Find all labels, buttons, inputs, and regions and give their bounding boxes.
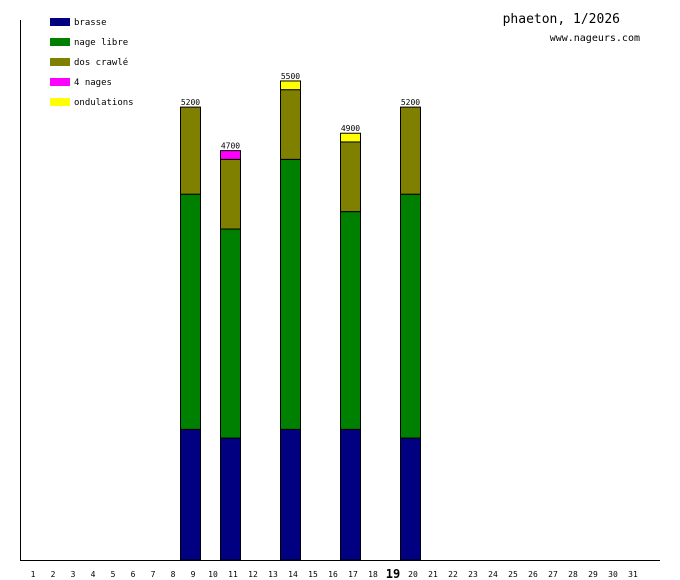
x-tick-label: 2 bbox=[51, 570, 56, 579]
x-tick-label: 13 bbox=[268, 570, 278, 579]
x-tick-label: 1 bbox=[31, 570, 36, 579]
legend: brasse nage libre dos crawlé 4 nages ondulat… bbox=[50, 18, 134, 108]
bar-segment bbox=[180, 106, 201, 195]
bar-segment bbox=[340, 428, 361, 561]
x-tick-label: 12 bbox=[248, 570, 258, 579]
x-tick-label: 30 bbox=[608, 570, 618, 579]
x-tick-label: 7 bbox=[151, 570, 156, 579]
bar-segment bbox=[340, 211, 361, 430]
total-label: 5200 bbox=[401, 98, 420, 107]
legend-label: ondulations bbox=[74, 98, 134, 108]
bar-segment bbox=[180, 193, 201, 430]
total-label: 4700 bbox=[221, 142, 240, 151]
x-tick-label: 20 bbox=[408, 570, 418, 579]
bar-segment bbox=[220, 228, 241, 439]
bar-segment bbox=[280, 80, 301, 91]
x-tick-label: 17 bbox=[348, 570, 358, 579]
legend-entry: dos crawlé bbox=[50, 57, 128, 68]
bar-segment bbox=[220, 437, 241, 561]
x-tick-label: 25 bbox=[508, 570, 518, 579]
total-labels: 5200 4700 5500 4900 5200 bbox=[181, 72, 420, 151]
x-tick-label: 15 bbox=[308, 570, 318, 579]
bar-segment bbox=[180, 428, 201, 561]
x-tick-label: 21 bbox=[428, 570, 438, 579]
x-tick-label: 31 bbox=[628, 570, 638, 579]
x-tick-label: 28 bbox=[568, 570, 578, 579]
legend-entry: ondulations bbox=[50, 98, 134, 108]
bar-segment bbox=[280, 89, 301, 160]
chart-title: phaeton, 1/2026 bbox=[503, 12, 620, 27]
x-tick-label: 8 bbox=[171, 570, 176, 579]
total-label: 5500 bbox=[281, 72, 300, 81]
legend-swatch bbox=[50, 78, 70, 86]
x-tick-label: 23 bbox=[468, 570, 478, 579]
legend-swatch bbox=[50, 98, 70, 106]
legend-label: dos crawlé bbox=[74, 57, 128, 68]
bar-segment bbox=[220, 150, 241, 160]
legend-entry: nage libre bbox=[50, 38, 128, 48]
legend-label: 4 nages bbox=[74, 78, 112, 88]
legend-swatch bbox=[50, 18, 70, 26]
legend-swatch bbox=[50, 38, 70, 46]
bar-segment bbox=[280, 428, 301, 561]
bar-segment bbox=[340, 141, 361, 213]
x-tick-label: 5 bbox=[111, 570, 116, 579]
x-tick-label: 9 bbox=[191, 570, 196, 579]
x-tick-label: 18 bbox=[368, 570, 378, 579]
x-tick-label: 4 bbox=[91, 570, 96, 579]
total-label: 4900 bbox=[341, 124, 360, 133]
x-tick-label: 10 bbox=[208, 570, 218, 579]
bar-segment bbox=[400, 437, 421, 561]
legend-entry: 4 nages bbox=[50, 78, 112, 88]
legend-label: nage libre bbox=[74, 38, 128, 48]
legend-swatch bbox=[50, 58, 70, 66]
x-tick-labels: 1 2 3 4 5 6 7 8 9 10 11 12 13 14 15 16 17 18 19 20 21 22 23 24 2… bbox=[31, 567, 638, 580]
legend-entry: brasse bbox=[50, 18, 107, 28]
x-tick-label: 6 bbox=[131, 570, 136, 579]
bar-segment bbox=[400, 193, 421, 439]
x-tick-label: 3 bbox=[71, 570, 76, 579]
total-label: 5200 bbox=[181, 98, 200, 107]
x-tick-label: 19 bbox=[386, 567, 400, 580]
x-tick-label: 16 bbox=[328, 570, 338, 579]
x-tick-label: 26 bbox=[528, 570, 538, 579]
bar-segment bbox=[280, 158, 301, 430]
x-tick-label: 11 bbox=[228, 570, 238, 579]
x-tick-label: 24 bbox=[488, 570, 498, 579]
x-tick-label: 22 bbox=[448, 570, 458, 579]
bars bbox=[180, 80, 421, 561]
bar-segment bbox=[220, 158, 241, 230]
x-tick-label: 14 bbox=[288, 570, 298, 579]
x-tick-label: 27 bbox=[548, 570, 558, 579]
legend-label: brasse bbox=[74, 18, 107, 28]
bar-segment bbox=[400, 106, 421, 195]
site-url: www.nageurs.com bbox=[550, 33, 640, 44]
x-tick-label: 29 bbox=[588, 570, 598, 579]
bar-segment bbox=[340, 132, 361, 143]
